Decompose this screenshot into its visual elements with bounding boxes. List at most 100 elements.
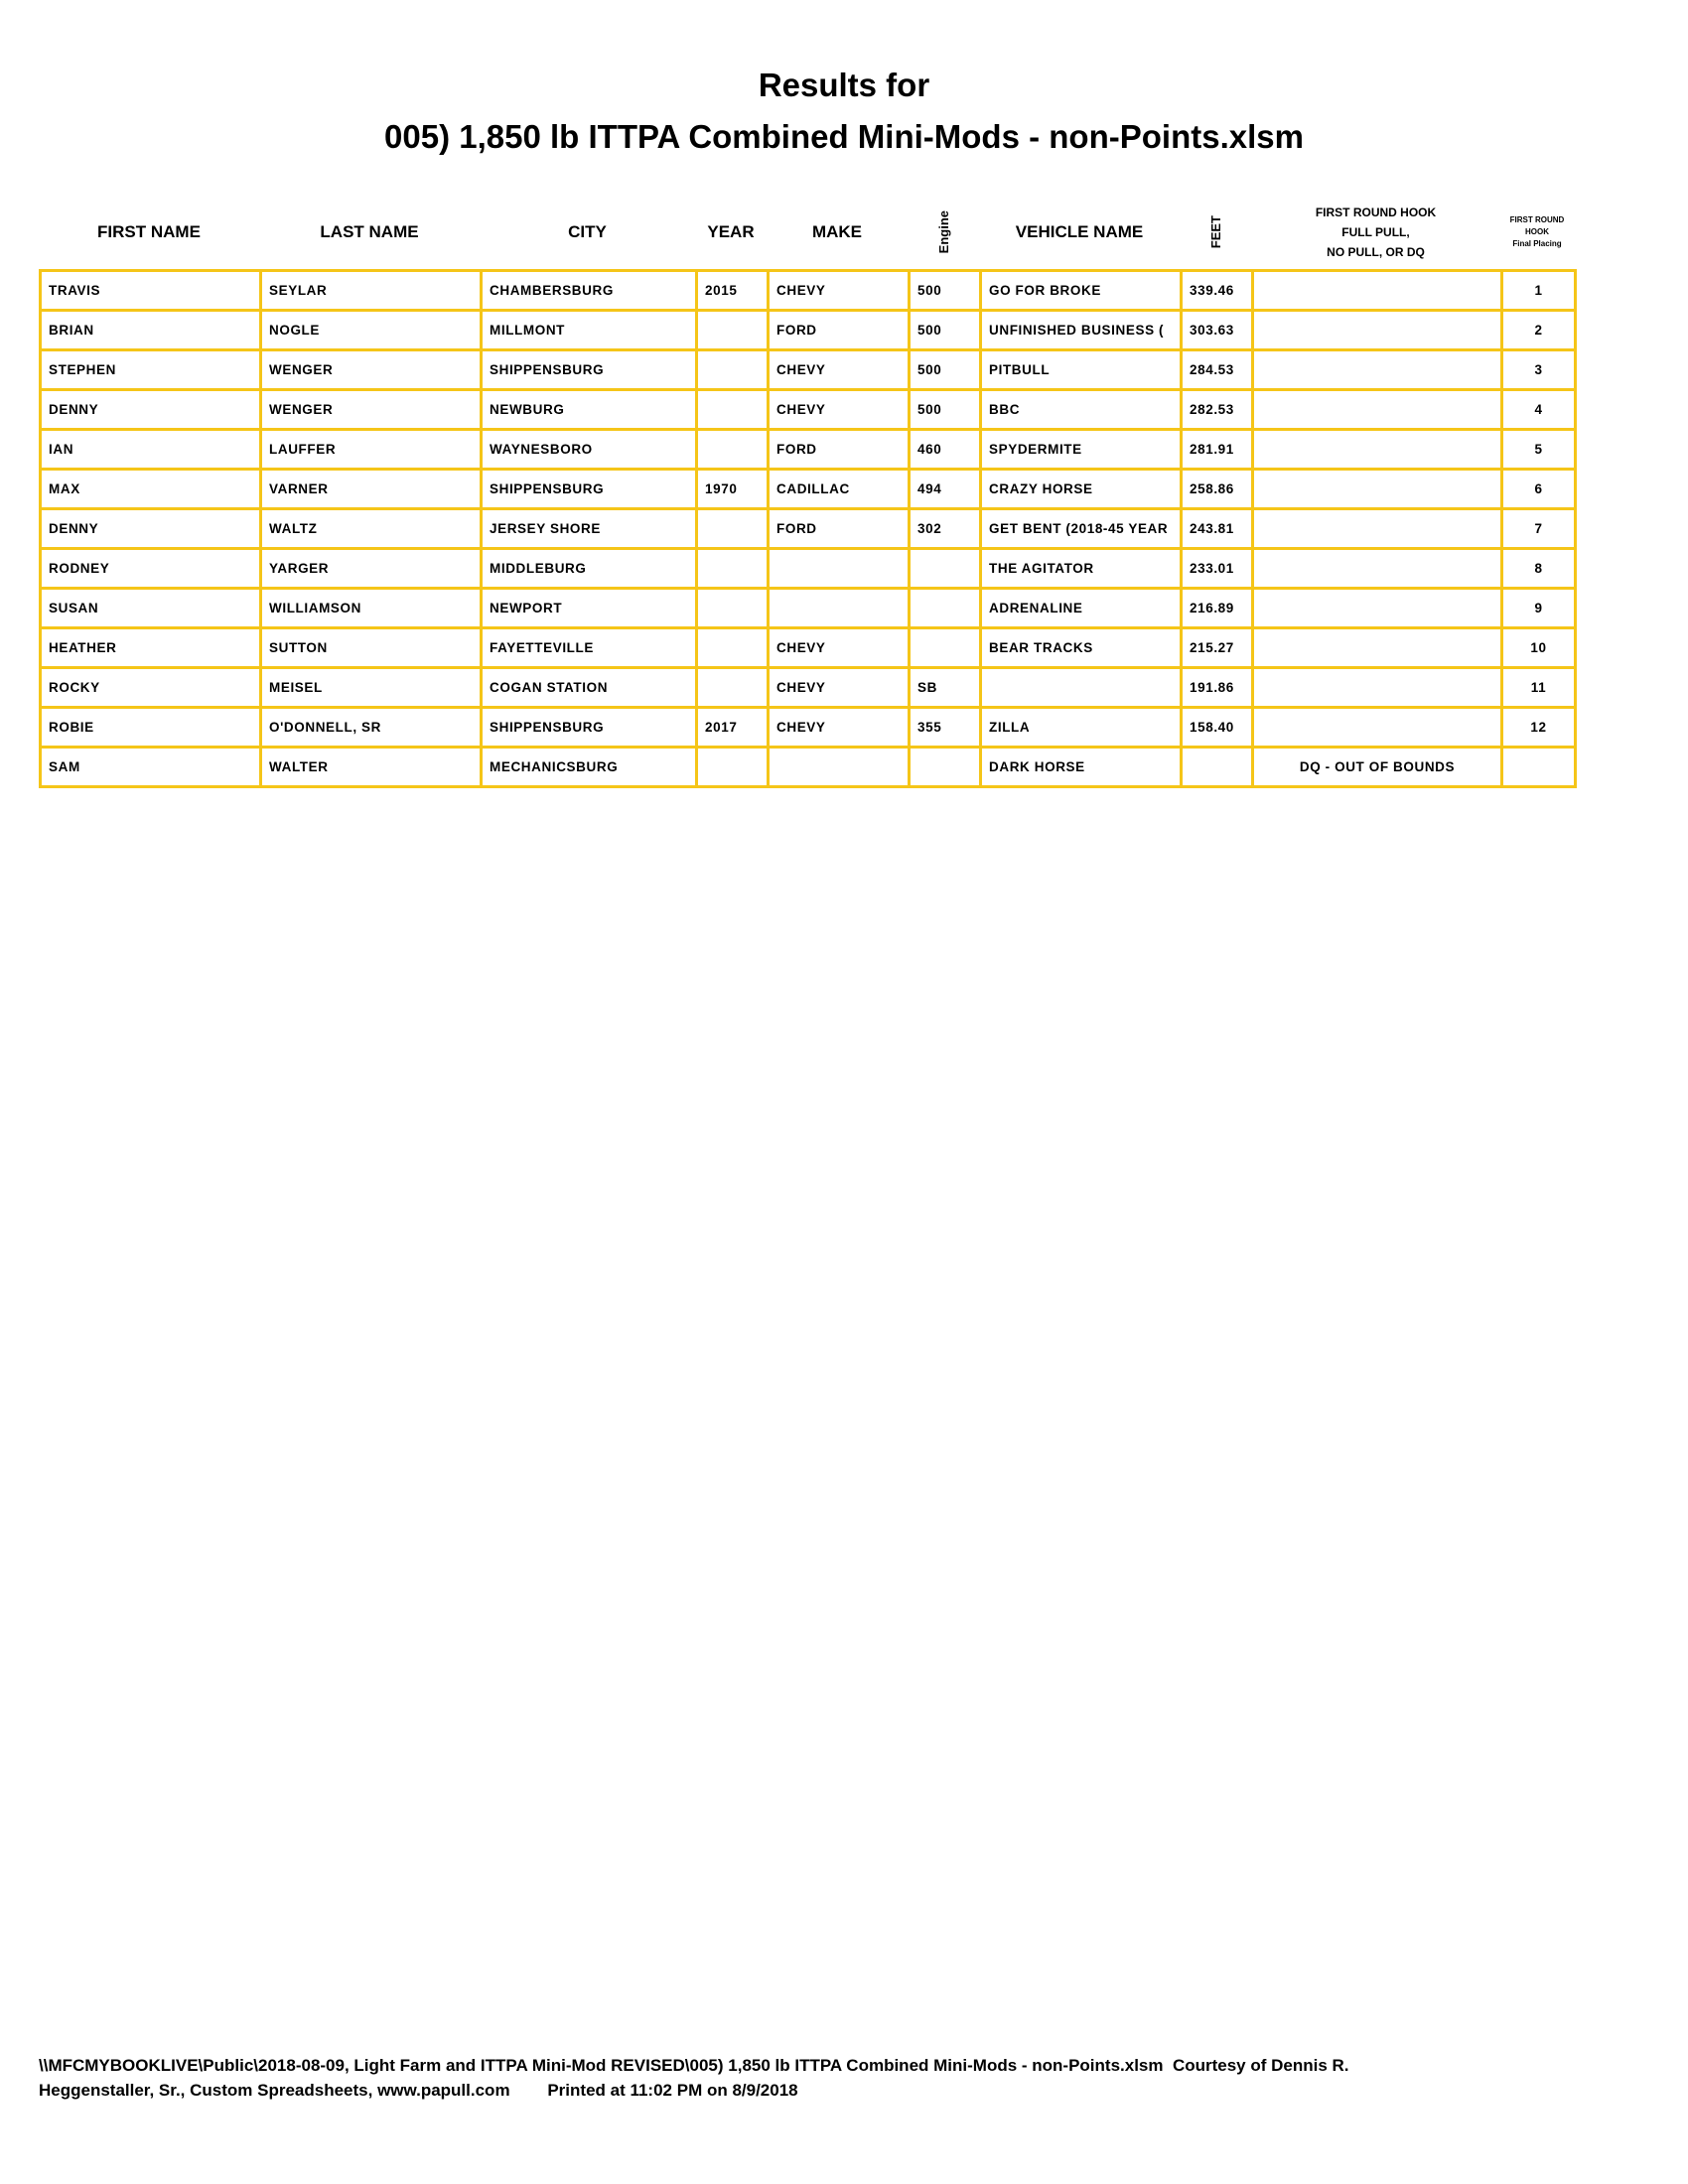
table-cell: GET BENT (2018-45 YEAR xyxy=(979,507,1183,550)
table-cell xyxy=(1251,468,1503,510)
table-cell: 233.01 xyxy=(1180,547,1254,590)
column-header: YEAR xyxy=(695,197,767,268)
table-row: SAM WALTER MECHANICSBURG DARK HORSE DQ - OUT… xyxy=(39,746,1577,788)
table-cell: MILLMONT xyxy=(480,309,698,351)
table-cell: 494 xyxy=(908,468,982,510)
table-row: STEPHEN WENGER SHIPPENSBURG CHEVY 500 PITBULL… xyxy=(39,348,1577,391)
header-line: FIRST ROUND HOOK xyxy=(1315,205,1437,219)
table-cell: MECHANICSBURG xyxy=(480,746,698,788)
table-cell xyxy=(1251,626,1503,669)
table-cell xyxy=(1251,348,1503,391)
header-line: FULL PULL, xyxy=(1341,225,1410,239)
table-cell: 12 xyxy=(1500,706,1577,749)
table-cell xyxy=(908,547,982,590)
table-cell: MEISEL xyxy=(259,666,483,709)
footer-line: Heggenstaller, Sr., Custom Spreadsheets,… xyxy=(39,2081,798,2100)
table-cell: 500 xyxy=(908,309,982,351)
table-cell xyxy=(695,746,770,788)
table-cell: TRAVIS xyxy=(39,269,262,312)
table-row: TRAVIS SEYLAR CHAMBERSBURG 2015 CHEVY 500 GO F… xyxy=(39,269,1577,312)
table-cell xyxy=(1251,269,1503,312)
table-cell: CRAZY HORSE xyxy=(979,468,1183,510)
table-cell: PITBULL xyxy=(979,348,1183,391)
table-header: FIRST NAME LAST NAME CITY YEAR MAKE Engine VEH… xyxy=(39,197,1574,268)
table-row: ROCKY MEISEL COGAN STATION CHEVY SB 191.86 11 xyxy=(39,666,1577,709)
table-cell: ADRENALINE xyxy=(979,587,1183,629)
table-cell: 158.40 xyxy=(1180,706,1254,749)
table-cell xyxy=(908,587,982,629)
table-cell: 284.53 xyxy=(1180,348,1254,391)
column-header: FIRST ROUND HOOK FULL PULL, NO PULL, OR DQ xyxy=(1251,197,1500,268)
table-cell: WENGER xyxy=(259,348,483,391)
table-cell: 3 xyxy=(1500,348,1577,391)
table-cell: SHIPPENSBURG xyxy=(480,468,698,510)
table-cell: 2017 xyxy=(695,706,770,749)
title-line: 005) 1,850 lb ITTPA Combined Mini-Mods -… xyxy=(384,118,1304,155)
table-cell: 281.91 xyxy=(1180,428,1254,471)
header-line: FIRST NAME xyxy=(97,222,201,241)
table-cell xyxy=(908,626,982,669)
table-cell: HEATHER xyxy=(39,626,262,669)
table-cell: 1 xyxy=(1500,269,1577,312)
column-header: CITY xyxy=(480,197,695,268)
column-header: VEHICLE NAME xyxy=(979,197,1180,268)
table-cell: SHIPPENSBURG xyxy=(480,348,698,391)
table-cell: SEYLAR xyxy=(259,269,483,312)
header-line: NO PULL, OR DQ xyxy=(1327,245,1425,259)
table-cell xyxy=(695,666,770,709)
table-cell: CHEVY xyxy=(767,666,911,709)
table-cell xyxy=(979,666,1183,709)
header-line: YEAR xyxy=(707,222,755,241)
table-cell: SUSAN xyxy=(39,587,262,629)
table-cell xyxy=(695,547,770,590)
table-cell: CADILLAC xyxy=(767,468,911,510)
table-cell: DARK HORSE xyxy=(979,746,1183,788)
table-cell xyxy=(695,587,770,629)
header-line: FEET xyxy=(1207,215,1223,249)
table-cell xyxy=(1251,309,1503,351)
table-cell xyxy=(1251,587,1503,629)
header-line: LAST NAME xyxy=(320,222,419,241)
column-header: FIRST NAME xyxy=(39,197,259,268)
table-cell: 6 xyxy=(1500,468,1577,510)
table-cell: CHEVY xyxy=(767,348,911,391)
table-cell: 9 xyxy=(1500,587,1577,629)
header-line: CITY xyxy=(568,222,607,241)
table-cell: ROBIE xyxy=(39,706,262,749)
table-cell: ZILLA xyxy=(979,706,1183,749)
table-cell: 500 xyxy=(908,388,982,431)
table-cell: UNFINISHED BUSINESS ( xyxy=(979,309,1183,351)
table-cell: 282.53 xyxy=(1180,388,1254,431)
table-cell: STEPHEN xyxy=(39,348,262,391)
table-cell: WAYNESBORO xyxy=(480,428,698,471)
table-cell: 303.63 xyxy=(1180,309,1254,351)
table-cell: CHEVY xyxy=(767,269,911,312)
table-row: HEATHER SUTTON FAYETTEVILLE CHEVY BEAR TRACK… xyxy=(39,626,1577,669)
table-cell: WENGER xyxy=(259,388,483,431)
table-cell: 7 xyxy=(1500,507,1577,550)
table-cell: RODNEY xyxy=(39,547,262,590)
table-cell: CHEVY xyxy=(767,706,911,749)
table-cell: FORD xyxy=(767,507,911,550)
table-cell xyxy=(1251,706,1503,749)
table-cell: CHEVY xyxy=(767,388,911,431)
table-cell xyxy=(1180,746,1254,788)
table-cell: WALTER xyxy=(259,746,483,788)
table-cell: NEWPORT xyxy=(480,587,698,629)
table-cell: SAM xyxy=(39,746,262,788)
table-cell xyxy=(767,547,911,590)
footer-line: \\MFCMYBOOKLIVE\Public\2018-08-09, Light… xyxy=(39,2056,1349,2075)
results-table: TRAVIS SEYLAR CHAMBERSBURG 2015 CHEVY 500 GO F… xyxy=(39,269,1577,788)
table-cell: VARNER xyxy=(259,468,483,510)
table-row: SUSAN WILLIAMSON NEWPORT ADRENALINE 216.89 9 xyxy=(39,587,1577,629)
header-line: FIRST ROUND xyxy=(1509,215,1565,224)
table-cell: GO FOR BROKE xyxy=(979,269,1183,312)
table-cell: DENNY xyxy=(39,507,262,550)
table-cell: DENNY xyxy=(39,388,262,431)
table-cell: WILLIAMSON xyxy=(259,587,483,629)
table-row: RODNEY YARGER MIDDLEBURG THE AGITATOR 233.01… xyxy=(39,547,1577,590)
title: Results for 005) 1,850 lb ITTPA Combined … xyxy=(0,60,1688,163)
table-row: ROBIE O'DONNELL, SR SHIPPENSBURG 2017 CHEVY 3… xyxy=(39,706,1577,749)
header-line: Engine xyxy=(935,210,951,254)
